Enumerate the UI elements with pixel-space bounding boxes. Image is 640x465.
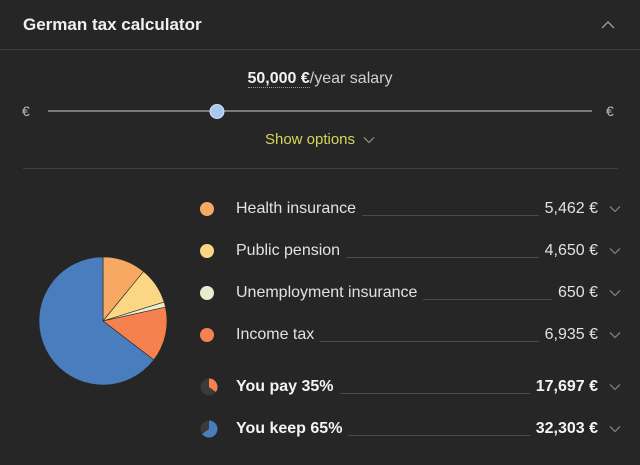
breakdown-row-unemployment-insurance[interactable]: Unemployment insurance 650 € xyxy=(200,272,622,314)
public-pension-dot xyxy=(200,244,214,258)
chevron-down-icon xyxy=(609,384,621,391)
breakdown-label: Income tax xyxy=(236,326,315,343)
pie-slice-take-home xyxy=(38,256,155,386)
chevron-down-icon xyxy=(609,426,621,433)
breakdown-row-health-insurance[interactable]: Health insurance 5,462 € xyxy=(200,188,622,230)
breakdown-row-income-tax[interactable]: Income tax 6,935 € xyxy=(200,314,622,356)
breakdown-label: Health insurance xyxy=(236,200,357,217)
expand-chevron-icon[interactable] xyxy=(608,425,622,433)
panel-header[interactable]: German tax calculator xyxy=(0,0,640,50)
leader-line xyxy=(320,340,539,342)
chevron-down-icon xyxy=(609,206,621,213)
expand-chevron-icon[interactable] xyxy=(608,383,622,391)
health-insurance-dot xyxy=(200,202,214,216)
breakdown-row-public-pension[interactable]: Public pension 4,650 € xyxy=(200,230,622,272)
pie-slice-income-tax xyxy=(102,306,168,361)
total-label: You keep 65% xyxy=(236,420,343,437)
breakdown-value: 5,462 € xyxy=(544,200,598,217)
leader-line xyxy=(346,256,539,258)
salary-slider[interactable] xyxy=(48,100,592,122)
spacer xyxy=(200,356,622,366)
total-value: 32,303 € xyxy=(535,420,598,437)
show-options-label: Show options xyxy=(264,131,356,148)
chevron-down-icon xyxy=(363,136,375,143)
leader-line xyxy=(339,392,530,394)
tax-breakdown-pie xyxy=(38,256,168,386)
chevron-down-icon xyxy=(609,248,621,255)
pay-share-icon xyxy=(200,378,218,396)
breakdown-list: Health insurance 5,462 € Public pension … xyxy=(200,188,622,450)
leader-line xyxy=(362,214,539,216)
salary-amount[interactable]: 50,000 € xyxy=(247,70,310,88)
salary-line: 50,000 €/year salary xyxy=(0,70,640,88)
mini-pie-share xyxy=(209,378,218,392)
panel-title: German tax calculator xyxy=(23,14,202,34)
expand-chevron-icon[interactable] xyxy=(608,205,622,213)
chevron-down-icon xyxy=(609,290,621,297)
slider-track[interactable] xyxy=(48,110,592,112)
show-options-toggle[interactable]: Show options xyxy=(0,131,640,148)
chevron-down-icon xyxy=(609,332,621,339)
section-divider xyxy=(23,168,618,169)
unemployment-insurance-dot xyxy=(200,286,214,300)
slider-min-symbol: € xyxy=(22,103,30,119)
slider-thumb[interactable] xyxy=(209,104,225,119)
collapse-button[interactable] xyxy=(598,15,618,35)
pie-chart-svg xyxy=(38,256,168,386)
breakdown-value: 650 € xyxy=(557,284,598,301)
total-row-you-keep[interactable]: You keep 65% 32,303 € xyxy=(200,408,622,450)
total-value: 17,697 € xyxy=(535,378,598,395)
expand-chevron-icon[interactable] xyxy=(608,289,622,297)
breakdown-value: 6,935 € xyxy=(544,326,598,343)
breakdown-label: Public pension xyxy=(236,242,341,259)
breakdown-label: Unemployment insurance xyxy=(236,284,418,301)
leader-line xyxy=(348,434,530,436)
keep-share-icon xyxy=(200,420,218,438)
income-tax-dot xyxy=(200,328,214,342)
breakdown-value: 4,650 € xyxy=(544,242,598,259)
expand-chevron-icon[interactable] xyxy=(608,247,622,255)
total-row-you-pay[interactable]: You pay 35% 17,697 € xyxy=(200,366,622,408)
total-label: You pay 35% xyxy=(236,378,334,395)
slider-max-symbol: € xyxy=(606,103,614,119)
chevron-up-icon xyxy=(601,21,615,29)
salary-slider-row: € € xyxy=(22,100,618,122)
mini-pie-share xyxy=(202,420,218,438)
salary-suffix: /year salary xyxy=(309,70,393,87)
expand-chevron-icon[interactable] xyxy=(608,331,622,339)
leader-line xyxy=(423,298,552,300)
